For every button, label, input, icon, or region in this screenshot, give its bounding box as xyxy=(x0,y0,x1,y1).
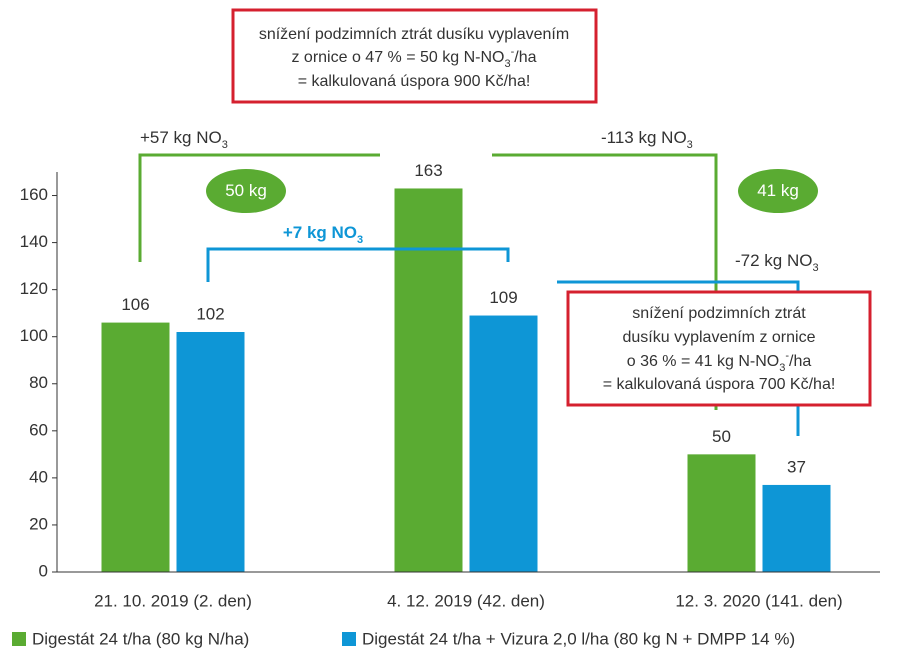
x-tick-label: 21. 10. 2019 (2. den) xyxy=(94,591,252,610)
value-label: 50 xyxy=(712,427,731,446)
legend-swatch xyxy=(12,632,26,646)
text-part: -113 kg NO xyxy=(601,128,687,147)
legend-swatch xyxy=(342,632,356,646)
badge xyxy=(738,169,818,213)
bar xyxy=(176,332,245,572)
bar xyxy=(687,454,756,572)
y-tick-label: 140 xyxy=(20,232,48,251)
text-part: 3 xyxy=(812,262,818,274)
text-part: snížení podzimních ztrát dusíku vyplaven… xyxy=(259,26,569,43)
legend-label: Digestát 24 t/ha (80 kg N/ha) xyxy=(32,629,249,648)
annotation: -72 kg NO3 xyxy=(735,251,819,273)
y-tick-label: 0 xyxy=(39,561,48,580)
text-part: /ha xyxy=(514,49,536,66)
text-part: snížení podzimních ztrát xyxy=(632,305,806,322)
y-tick-label: 160 xyxy=(20,185,48,204)
text-part: = kalkulovaná úspora 700 Kč/ha! xyxy=(603,376,836,393)
callout-line: snížení podzimních ztrát dusíku vyplaven… xyxy=(259,26,569,43)
x-tick-label: 12. 3. 2020 (141. den) xyxy=(675,591,842,610)
text-part: /ha xyxy=(789,353,811,370)
bar xyxy=(101,322,170,572)
y-tick-label: 60 xyxy=(29,420,48,439)
y-tick-label: 100 xyxy=(20,326,48,345)
text-part: z ornice o 47 % = 50 kg N-NO xyxy=(291,49,504,66)
annotation: 41 kg xyxy=(757,181,799,200)
callout-line: z ornice o 47 % = 50 kg N-NO3-/ha xyxy=(291,46,536,70)
legend-label: Digestát 24 t/ha + Vizura 2,0 l/ha (80 k… xyxy=(362,629,795,648)
bar xyxy=(394,188,463,572)
callout-line: snížení podzimních ztrát xyxy=(632,305,806,322)
text-part: 3 xyxy=(779,362,785,374)
text-part: -72 kg NO xyxy=(735,251,812,270)
badge xyxy=(206,169,286,213)
callout-box xyxy=(566,290,872,407)
callout-line: = kalkulovaná úspora 700 Kč/ha! xyxy=(603,376,836,393)
bar xyxy=(762,484,831,572)
text-part: - xyxy=(511,46,515,58)
text-part: 3 xyxy=(357,234,363,246)
value-label: 109 xyxy=(489,288,517,307)
blue-bracket xyxy=(206,247,510,282)
annotation: 50 kg xyxy=(225,181,267,200)
text-part: = kalkulovaná úspora 900 Kč/ha! xyxy=(298,73,531,90)
text-part: 41 kg xyxy=(757,181,799,200)
value-label: 163 xyxy=(414,161,442,180)
text-part: +57 kg NO xyxy=(140,128,222,147)
text-part: 3 xyxy=(687,139,693,151)
value-label: 37 xyxy=(787,457,806,476)
value-label: 102 xyxy=(196,304,224,323)
text-part: 3 xyxy=(222,139,228,151)
annotation: +7 kg NO3 xyxy=(283,223,363,245)
y-tick-label: 120 xyxy=(20,279,48,298)
green-bracket xyxy=(138,153,380,262)
callout-line: = kalkulovaná úspora 900 Kč/ha! xyxy=(298,73,531,90)
text-part: dusíku vyplavením z ornice xyxy=(623,329,816,346)
annotation: -113 kg NO3 xyxy=(601,128,693,150)
text-part: - xyxy=(785,350,789,362)
bar xyxy=(469,315,538,572)
y-tick-label: 40 xyxy=(29,467,48,486)
y-tick-label: 20 xyxy=(29,514,48,533)
text-part: +7 kg NO xyxy=(283,223,357,242)
text-part: 50 kg xyxy=(225,181,267,200)
callout-line: o 36 % = 41 kg N-NO3-/ha xyxy=(627,350,812,374)
text-part: o 36 % = 41 kg N-NO xyxy=(627,353,780,370)
y-tick-label: 80 xyxy=(29,373,48,392)
annotation: +57 kg NO3 xyxy=(140,128,228,150)
text-part: 3 xyxy=(504,58,510,70)
value-label: 106 xyxy=(121,295,149,314)
x-tick-label: 4. 12. 2019 (42. den) xyxy=(387,591,545,610)
callout-box xyxy=(231,8,598,104)
callout-line: dusíku vyplavením z ornice xyxy=(623,329,816,346)
